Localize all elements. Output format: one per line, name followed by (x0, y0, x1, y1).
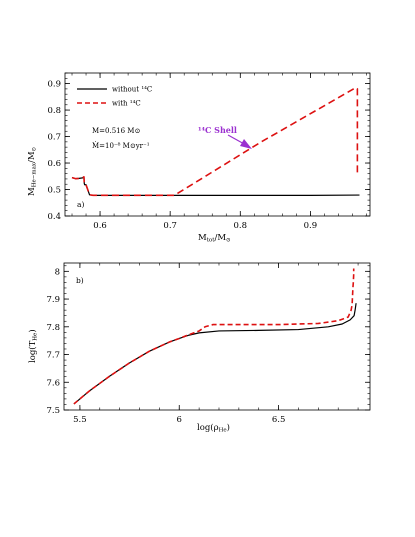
a-y-tick-label: 0.5 (47, 186, 61, 196)
b-y-tick-label: 7.6 (46, 378, 60, 388)
annotation-shell-arrow (227, 134, 252, 149)
panel-b: 5.5 6 6.5 7.5 7.6 7.7 7.8 7.9 8 b) log(ρHe) log(… (27, 262, 371, 434)
panel-a-series (71, 86, 360, 197)
a-y-tick-label: 0.8 (47, 106, 61, 116)
annotation-mass: M=0.516 M⊙ (92, 127, 140, 135)
b-x-tick-label: 6 (177, 415, 182, 425)
panel-a-ylabel: MHe−max/M⊙ (27, 147, 38, 196)
a-y-tick-label: 0.9 (47, 80, 61, 90)
panel-a: 0.6 0.7 0.8 0.9 0.4 0.5 0.6 0.7 0.8 0.9 without ¹… (27, 72, 371, 244)
b-y-tick-label: 7.8 (46, 323, 60, 333)
panel-b-xlabel: log(ρHe) (197, 422, 230, 434)
b-x-tick-label: 6.5 (272, 415, 286, 425)
b-y-tick-label: 8 (55, 267, 60, 277)
panel-b-ylabel: log(THe) (27, 329, 39, 363)
legend-label-with: with ¹⁴C (112, 100, 141, 108)
b-y-tick-label: 7.7 (46, 351, 60, 361)
a-x-tick-label: 0.6 (93, 221, 107, 231)
panel-a-frame (64, 72, 371, 217)
b-y-tick-label: 7.9 (46, 295, 60, 305)
a-y-tick-label: 0.6 (47, 159, 61, 169)
a-y-tick-label: 0.4 (47, 212, 61, 222)
b-series-line-without-14c (73, 303, 357, 405)
a-x-tick-label: 0.7 (163, 221, 177, 231)
b-series-line-with-14c (73, 268, 355, 405)
panel-b-series (73, 268, 357, 405)
panel-b-ticks: 5.5 6 6.5 7.5 7.6 7.7 7.8 7.9 8 (46, 263, 370, 425)
panel-a-xlabel: Mtot/M⊙ (198, 233, 231, 244)
a-series-line-without-14c (71, 176, 360, 196)
b-x-tick-label: 5.5 (73, 415, 87, 425)
annotation-rate: Ṁ=10⁻⁸ M⊙yr⁻¹ (92, 141, 150, 150)
a-x-tick-label: 0.9 (304, 221, 318, 231)
panel-b-frame (63, 262, 371, 411)
panel-b-label: b) (76, 276, 84, 285)
legend-label-without: without ¹⁴C (112, 86, 152, 94)
panel-a-ticks: 0.6 0.7 0.8 0.9 0.4 0.5 0.6 0.7 0.8 0.9 (47, 72, 370, 231)
b-y-tick-label: 7.5 (46, 406, 60, 416)
a-x-tick-label: 0.8 (234, 221, 248, 231)
a-series-line-with-14c (71, 86, 359, 197)
a-y-tick-label: 0.7 (47, 133, 61, 143)
panel-a-label: a) (77, 200, 84, 209)
annotation-shell-label: ¹⁴C Shell (198, 125, 237, 135)
